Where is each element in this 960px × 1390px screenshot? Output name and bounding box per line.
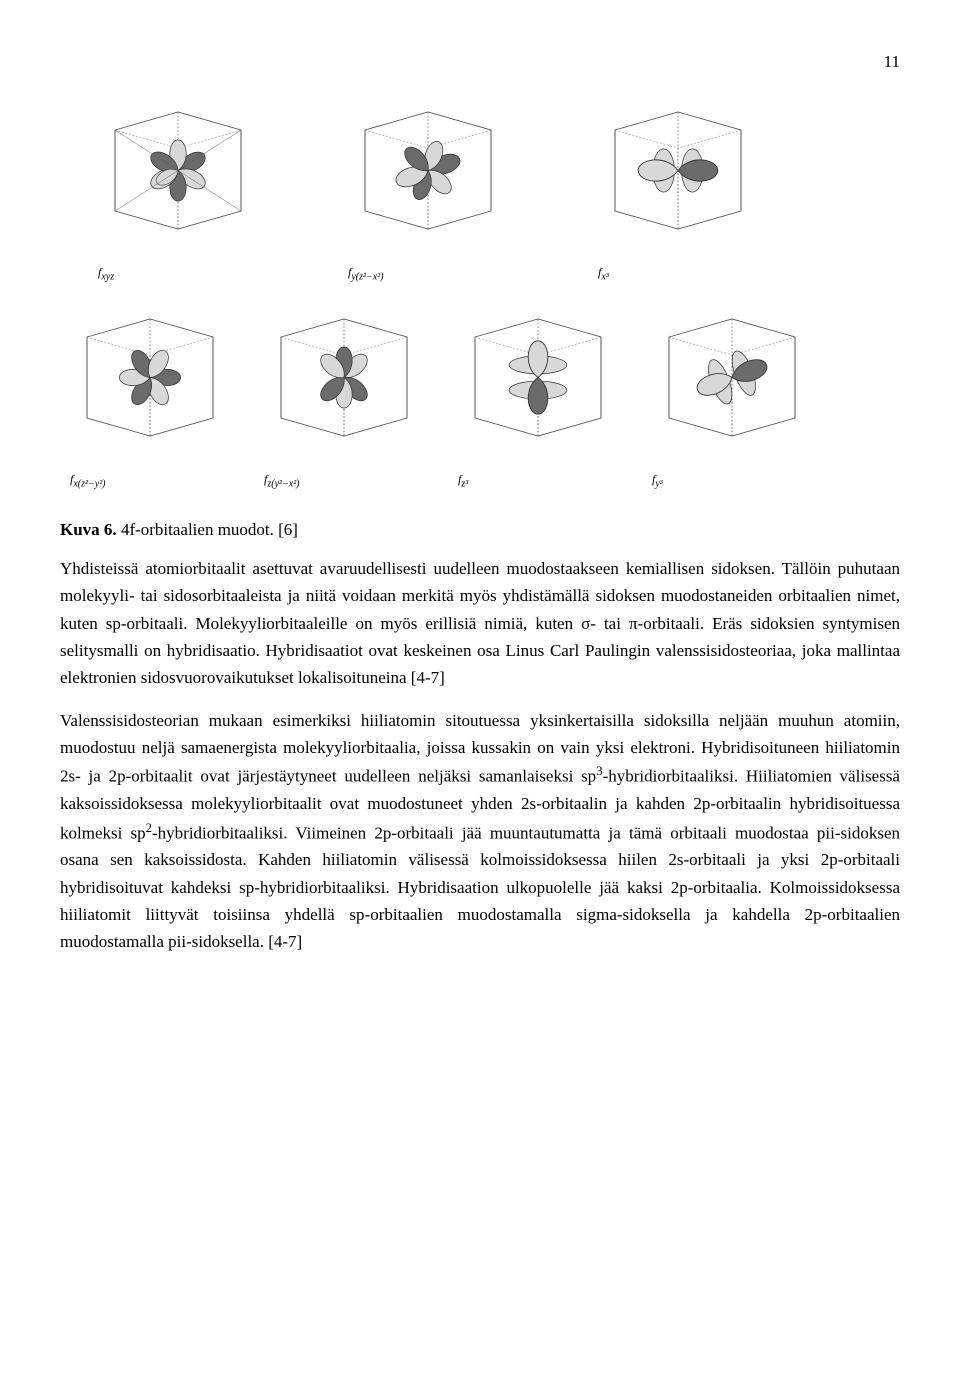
paragraph-1: Yhdisteissä atomiorbitaalit asettuvat av… <box>60 555 900 691</box>
page-number: 11 <box>60 48 900 75</box>
orbital-label: fxyz <box>88 263 268 285</box>
orbital-fz3: fz³ <box>448 292 628 492</box>
orbital-fy3: fy³ <box>642 292 822 492</box>
orbital-label: fz³ <box>448 470 628 492</box>
orbital-label: fx³ <box>588 263 768 285</box>
orbital-label: fz(y²−x²) <box>254 470 434 492</box>
orbital-fx3: fx³ <box>588 85 768 285</box>
caption-text: 4f-orbitaalien muodot. [6] <box>117 520 298 539</box>
orbital-fy-z2-x2: fy(z²−x²) <box>338 85 518 285</box>
figure-4f-orbitals: fxyz fy(z²−x²) <box>60 85 900 492</box>
orbital-fz-y2-x2: fz(y²−x²) <box>254 292 434 492</box>
caption-label: Kuva 6. <box>60 520 117 539</box>
orbital-label: fy³ <box>642 470 822 492</box>
paragraph-2: Valenssisidosteorian mukaan esimerkiksi … <box>60 707 900 955</box>
orbital-label: fy(z²−x²) <box>338 263 518 285</box>
p2-part-c: -hybridiorbitaaliksi. Viimeinen 2p-orbit… <box>60 823 900 951</box>
orbital-fx-z2-y2: fx(z²−y²) <box>60 292 240 492</box>
figure-caption: Kuva 6. 4f-orbitaalien muodot. [6] <box>60 516 900 543</box>
orbital-fxyz: fxyz <box>88 85 268 285</box>
orbital-label: fx(z²−y²) <box>60 470 240 492</box>
